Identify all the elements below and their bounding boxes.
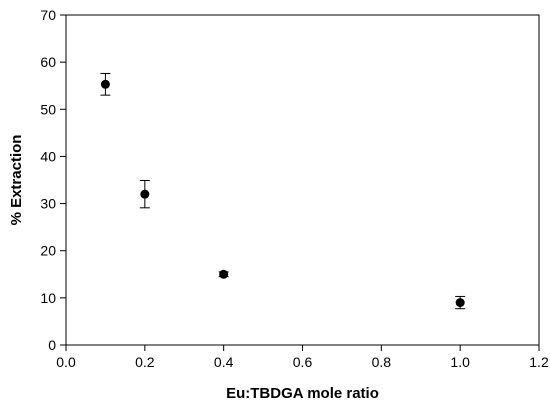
data-points: [100, 79, 465, 308]
data-point: [140, 189, 150, 199]
plot-border: [65, 14, 540, 346]
x-tick-label: 0.6: [293, 354, 313, 370]
y-tick-label: 30: [40, 196, 56, 212]
y-tick-label: 70: [40, 7, 56, 23]
data-point: [455, 298, 465, 308]
x-tick-label: 0.8: [372, 354, 392, 370]
x-tick-label: 0.0: [56, 354, 76, 370]
x-tick-label: 1.2: [529, 354, 549, 370]
y-tick-label: 20: [40, 243, 56, 259]
y-tick-label: 10: [40, 290, 56, 306]
y-tick-label: 0: [48, 337, 56, 353]
x-tick-label: 0.4: [214, 354, 234, 370]
y-axis-title: % Extraction: [8, 135, 25, 226]
x-tick-label: 1.0: [450, 354, 470, 370]
error-bars: [100, 72, 466, 310]
y-axis-ticks: 0 10 20 30 40 50 60 70: [40, 7, 66, 353]
y-tick-label: 50: [40, 101, 56, 117]
x-axis-title: Eu:TBDGA mole ratio: [226, 385, 379, 402]
data-point: [219, 269, 229, 279]
y-tick-label: 40: [40, 148, 56, 164]
x-axis-ticks: 0.0 0.2 0.4 0.6 0.8 1.0 1.2: [56, 345, 549, 370]
data-point: [100, 79, 110, 89]
x-tick-label: 0.2: [135, 354, 155, 370]
plot-area: [65, 14, 540, 346]
y-tick-label: 60: [40, 54, 56, 70]
